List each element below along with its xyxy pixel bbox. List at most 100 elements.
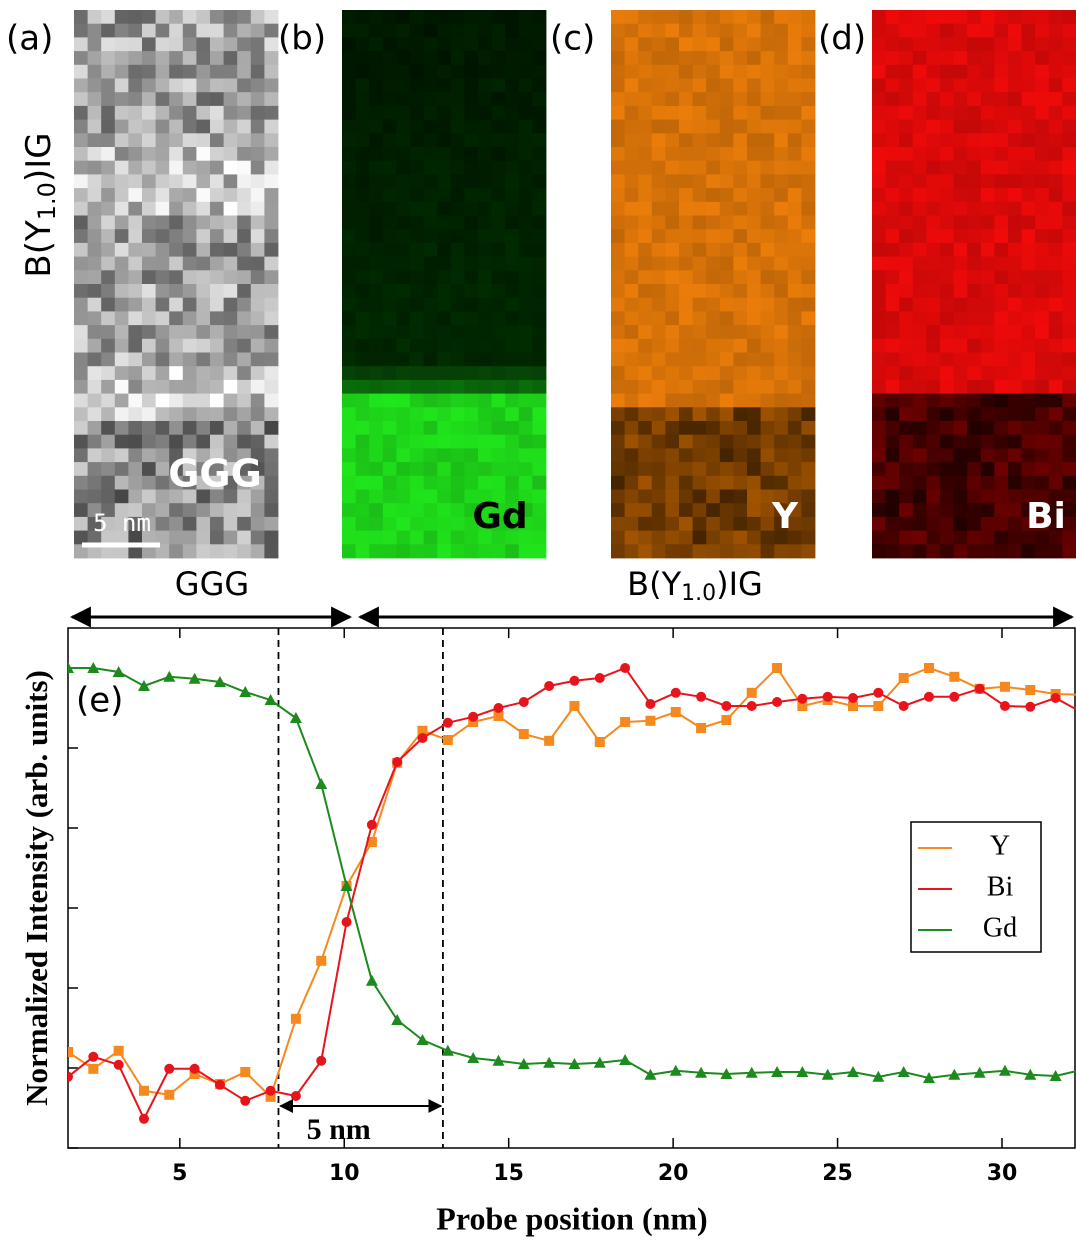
map-pixel — [491, 352, 506, 367]
map-pixel — [250, 37, 265, 52]
map-pixel — [464, 188, 479, 203]
map-pixel — [994, 544, 1009, 559]
map-pixel — [774, 242, 789, 257]
map-pixel — [679, 544, 693, 559]
map-pixel — [967, 516, 982, 531]
map-pixel — [747, 407, 761, 422]
map-pixel — [994, 489, 1009, 504]
map-pixel — [899, 242, 914, 257]
map-pixel — [237, 489, 252, 504]
map-pixel — [342, 78, 356, 93]
map-pixel — [1008, 64, 1022, 79]
map-pixel — [169, 51, 184, 66]
map-pixel — [382, 270, 397, 285]
map-pixel — [450, 105, 465, 120]
map-pixel — [237, 530, 252, 545]
map-pixel — [478, 188, 492, 203]
map-pixel — [87, 51, 102, 66]
map-pixel — [1008, 393, 1022, 408]
map-pixel — [624, 448, 639, 463]
map-pixel — [101, 530, 116, 545]
map-pixel — [101, 10, 116, 25]
map-pixel — [787, 379, 802, 394]
map-pixel — [719, 379, 734, 394]
map-pixel — [1035, 421, 1050, 436]
map-pixel — [87, 119, 102, 134]
map-pixel — [912, 338, 927, 353]
map-pixel — [787, 270, 802, 285]
map-pixel — [912, 311, 927, 326]
map-pixel — [237, 133, 252, 148]
map-pixel — [532, 489, 547, 504]
map-pixel — [264, 516, 279, 531]
marker — [721, 701, 732, 711]
map-pixel — [967, 338, 982, 353]
map-pixel — [369, 119, 384, 134]
map-pixel — [760, 147, 775, 162]
map-pixel — [237, 379, 252, 394]
map-pixel — [237, 284, 252, 299]
map-pixel — [651, 188, 666, 203]
map-pixel — [250, 64, 265, 79]
map-pixel — [611, 105, 625, 120]
map-pixel — [912, 325, 927, 340]
map-pixel — [872, 147, 886, 162]
panel-label: (a) — [6, 19, 53, 59]
map-pixel — [774, 78, 789, 93]
map-pixel — [142, 201, 156, 216]
map-pixel — [114, 352, 129, 367]
map-pixel — [87, 393, 102, 408]
map-pixel — [369, 352, 384, 367]
map-pixel — [196, 201, 211, 216]
marker — [417, 725, 428, 736]
map-pixel — [532, 270, 547, 285]
map-pixel — [464, 338, 479, 353]
map-pixel — [733, 325, 748, 340]
map-pixel — [1048, 188, 1063, 203]
map-pixel — [505, 516, 520, 531]
map-pixel — [342, 462, 356, 477]
map-pixel — [382, 215, 397, 230]
map-pixel — [1035, 10, 1050, 25]
map-pixel — [196, 188, 211, 203]
map-pixel — [423, 119, 438, 134]
map-pixel — [450, 379, 465, 394]
map-pixel — [169, 201, 184, 216]
panel-label: (e) — [76, 681, 123, 721]
map-pixel — [396, 215, 411, 230]
map-pixel — [101, 147, 116, 162]
map-pixel — [912, 379, 927, 394]
map-pixel — [692, 530, 707, 545]
map-pixel — [760, 311, 775, 326]
marker — [138, 1113, 149, 1124]
map-pixel — [250, 366, 265, 381]
map-pixel — [679, 311, 693, 326]
map-pixel — [1008, 215, 1022, 230]
map-pixel — [733, 37, 748, 52]
map-pixel — [169, 352, 184, 367]
map-pixel — [801, 421, 816, 436]
map-pixel — [912, 51, 927, 66]
map-pixel — [264, 544, 279, 559]
map-pixel — [410, 10, 424, 25]
map-pixel — [953, 215, 968, 230]
map-pixel — [747, 503, 761, 518]
map-pixel — [410, 23, 424, 38]
map-pixel — [980, 133, 995, 148]
marker — [594, 673, 605, 683]
map-pixel — [478, 462, 492, 477]
map-pixel — [478, 78, 492, 93]
map-pixel — [787, 421, 802, 436]
map-pixel — [223, 133, 238, 148]
map-pixel — [423, 229, 438, 244]
map-pixel — [250, 475, 265, 490]
map-pixel — [747, 448, 761, 463]
map-pixel — [369, 516, 384, 531]
map-pixel — [1021, 516, 1036, 531]
map-pixel — [912, 448, 927, 463]
map-pixel — [733, 10, 748, 25]
map-pixel — [101, 229, 116, 244]
map-pixel — [342, 160, 356, 175]
map-pixel — [505, 92, 520, 107]
